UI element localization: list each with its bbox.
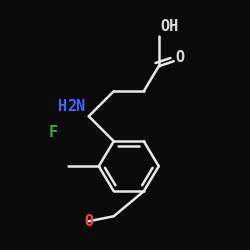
Text: OH: OH xyxy=(160,19,178,34)
Text: O: O xyxy=(84,214,93,230)
Text: O: O xyxy=(175,50,184,65)
Text: H: H xyxy=(58,99,68,114)
Text: 2N: 2N xyxy=(68,99,86,114)
Text: F: F xyxy=(49,125,58,140)
